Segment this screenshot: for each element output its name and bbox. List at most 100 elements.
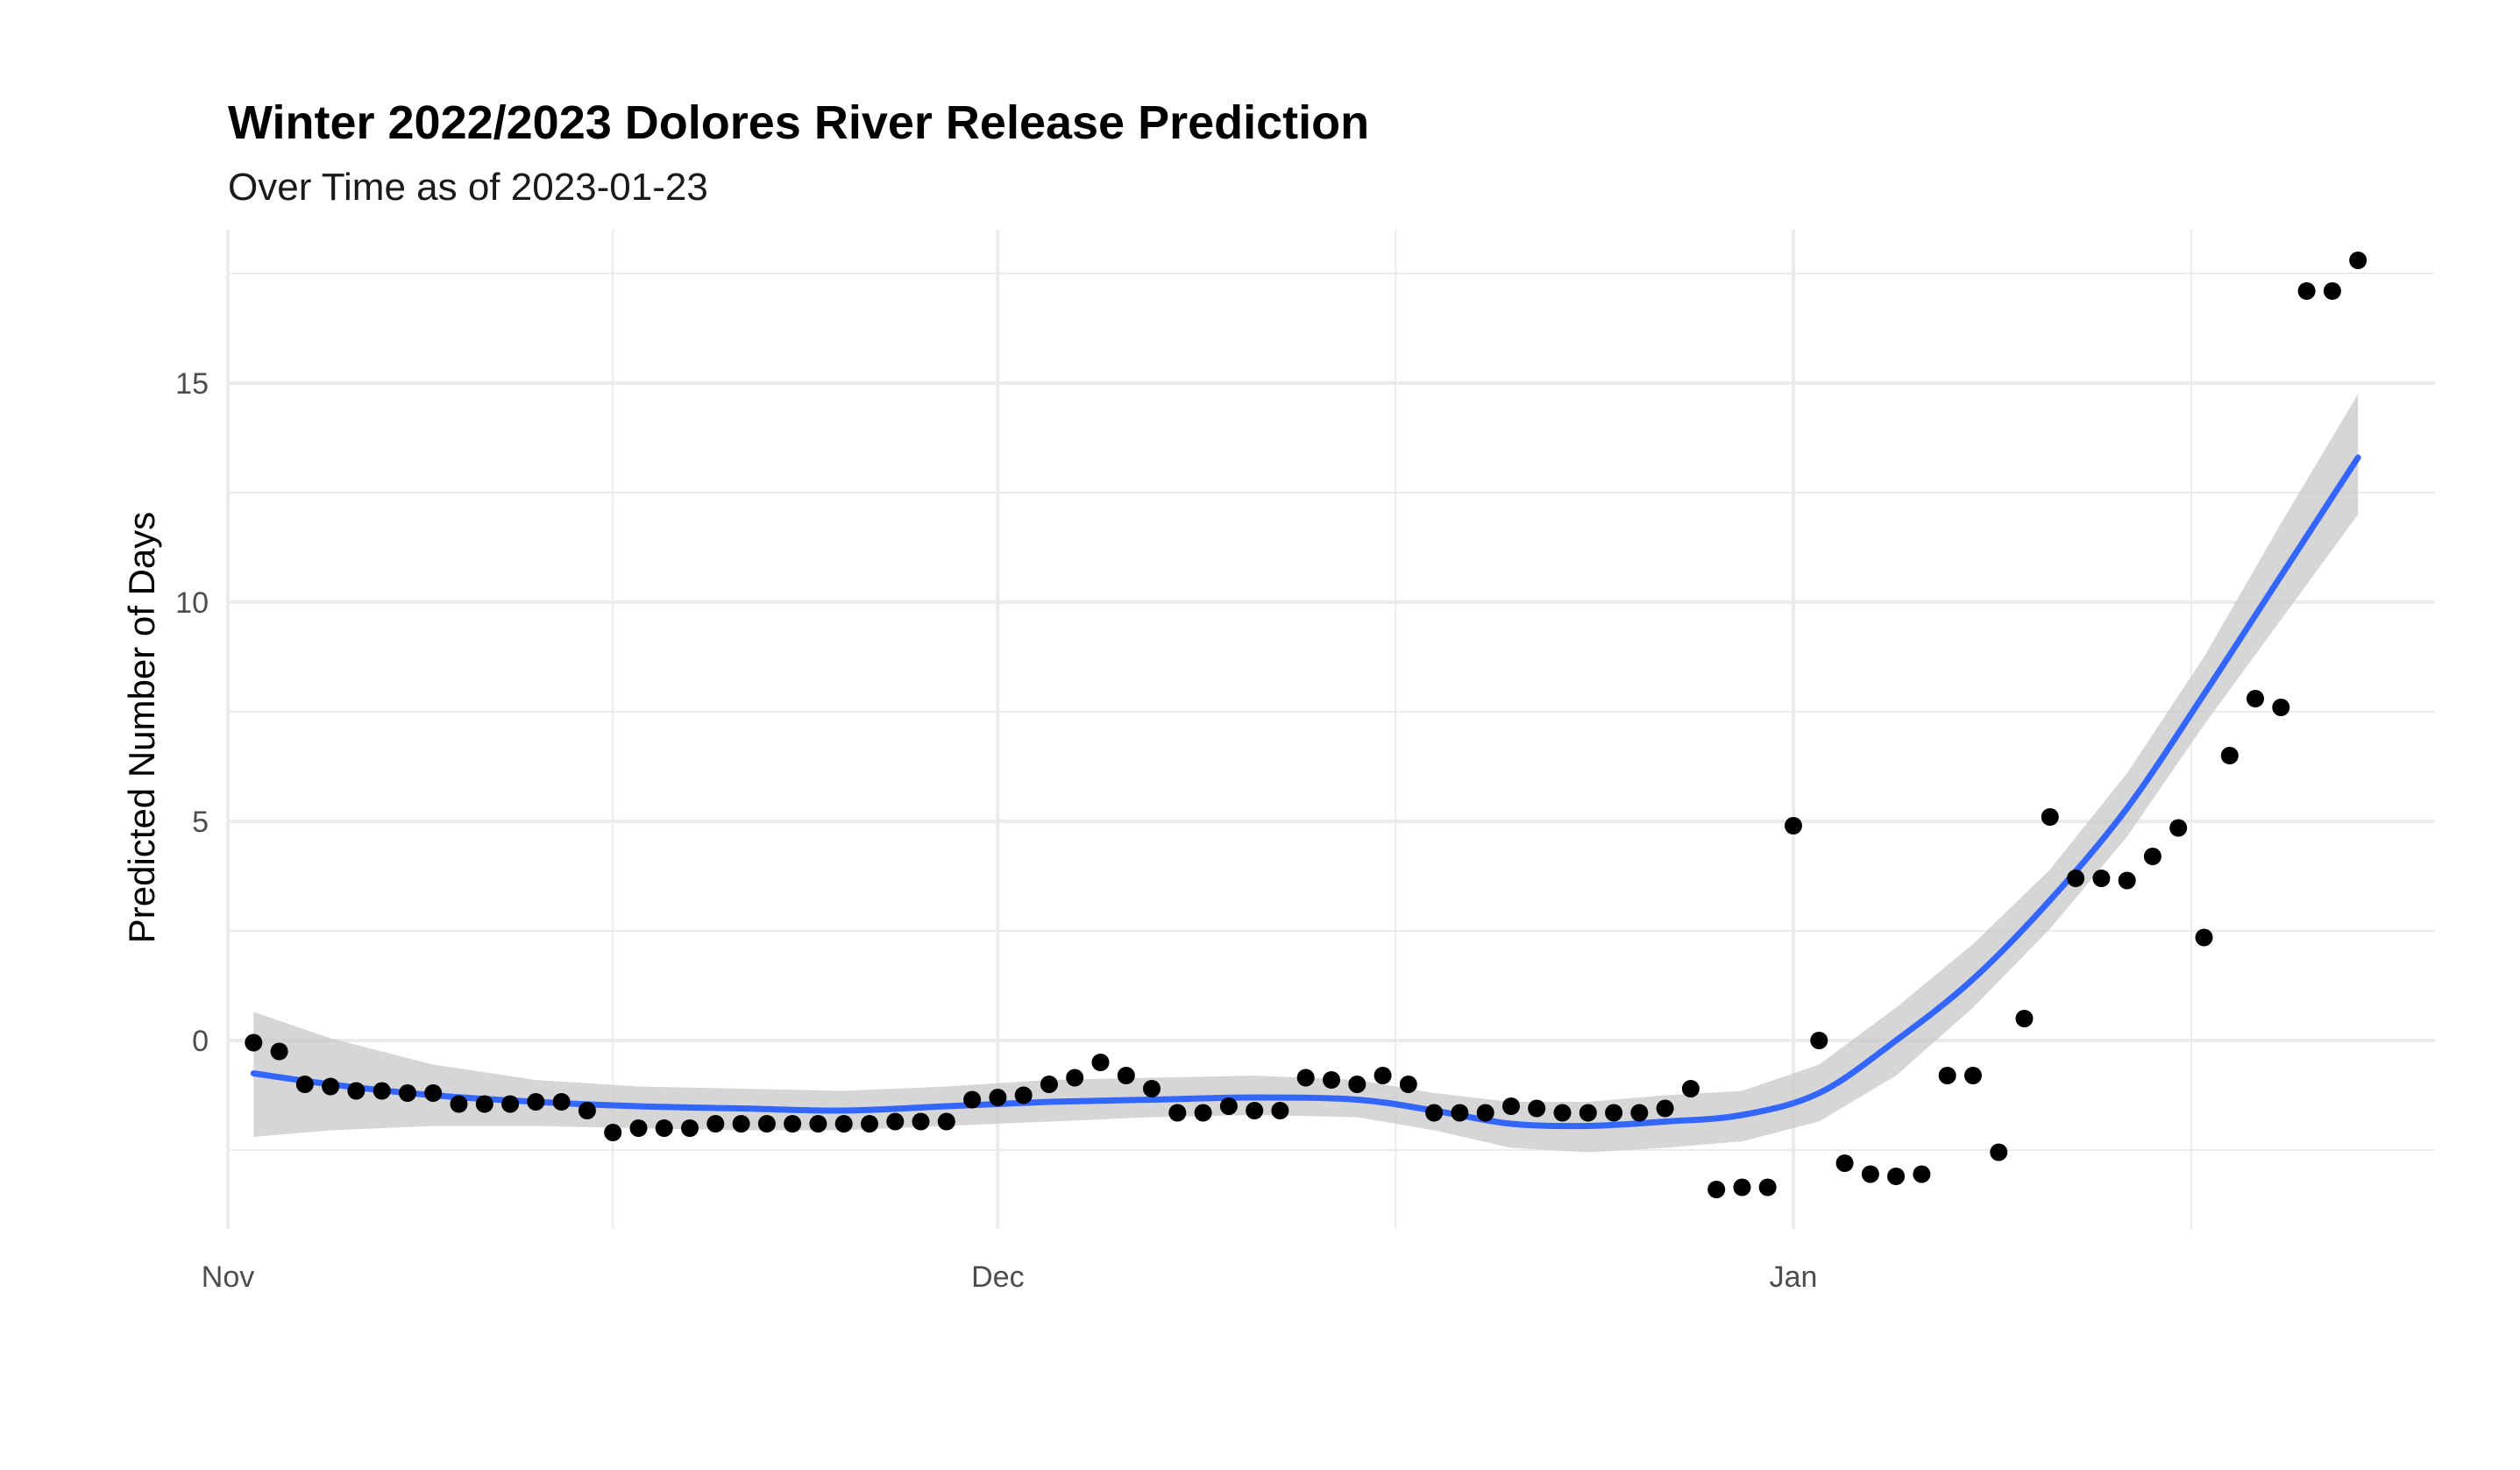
data-point <box>1605 1104 1623 1122</box>
data-point <box>2169 819 2188 837</box>
data-point <box>1810 1032 1828 1049</box>
data-point <box>1271 1102 1289 1119</box>
data-point <box>1630 1104 1649 1122</box>
data-point <box>963 1090 982 1109</box>
data-point <box>1990 1143 2008 1161</box>
data-point <box>2067 870 2085 887</box>
confidence-band-layer <box>253 394 2359 1153</box>
data-point <box>2118 871 2136 890</box>
trend-line <box>250 454 2361 1130</box>
data-point <box>1861 1165 1879 1183</box>
data-point <box>2092 870 2111 887</box>
data-point <box>1194 1104 1212 1122</box>
data-point <box>1528 1099 1546 1118</box>
data-point <box>1964 1067 1982 1084</box>
data-point <box>501 1095 520 1113</box>
data-point <box>655 1119 673 1137</box>
data-point <box>937 1112 955 1131</box>
data-point <box>552 1093 571 1111</box>
data-point <box>322 1077 340 1096</box>
data-point <box>295 1076 314 1093</box>
y-axis-label: Predicted Number of Days <box>121 512 162 944</box>
data-point <box>1219 1097 1238 1115</box>
data-point <box>2349 252 2367 269</box>
data-point <box>629 1119 648 1137</box>
data-point <box>527 1093 545 1111</box>
data-point <box>2297 282 2316 300</box>
data-point <box>1451 1104 1469 1122</box>
data-point <box>2143 848 2162 865</box>
data-point <box>912 1112 930 1131</box>
gridlines <box>226 230 2435 1229</box>
data-point <box>1785 817 1802 834</box>
data-point <box>1066 1069 1084 1087</box>
axis-ticks: 0 5 10 15 Nov Dec Jan <box>175 367 1817 1294</box>
data-point <box>1323 1071 1340 1089</box>
data-point <box>1656 1099 1674 1118</box>
data-point <box>757 1115 776 1133</box>
data-point <box>1348 1076 1366 1093</box>
data-point <box>1579 1104 1597 1122</box>
data-point <box>1707 1181 1726 1198</box>
data-point <box>886 1112 905 1131</box>
data-point <box>270 1042 288 1061</box>
y-tick-label: 0 <box>192 1025 209 1058</box>
data-point <box>1117 1067 1135 1084</box>
data-point <box>578 1102 596 1119</box>
data-point <box>1014 1086 1033 1104</box>
y-tick-label: 5 <box>192 806 209 839</box>
data-point <box>1758 1178 1777 1197</box>
data-point <box>2041 808 2059 826</box>
data-point <box>1553 1104 1572 1122</box>
data-point <box>2015 1010 2034 1027</box>
chart-title: Winter 2022/2023 Dolores River Release P… <box>228 96 1369 149</box>
data-point <box>1835 1154 1854 1172</box>
y-tick-label: 15 <box>175 367 209 401</box>
data-point <box>424 1084 443 1102</box>
y-tick-label: 10 <box>175 586 209 620</box>
data-point <box>1296 1069 1315 1087</box>
data-point <box>861 1115 878 1133</box>
data-point <box>399 1084 416 1102</box>
data-point <box>2247 690 2264 707</box>
data-point <box>834 1115 853 1133</box>
data-point <box>1399 1076 1417 1093</box>
trend-line-layer <box>250 454 2361 1130</box>
data-point <box>2220 747 2239 764</box>
data-point <box>1091 1054 1110 1071</box>
data-point <box>989 1089 1007 1106</box>
data-point <box>1374 1067 1392 1084</box>
data-point <box>1502 1097 1520 1115</box>
chart-subtitle: Over Time as of 2023-01-23 <box>228 166 708 209</box>
data-point <box>784 1115 802 1133</box>
data-point <box>1476 1104 1494 1122</box>
data-point <box>1040 1076 1058 1093</box>
data-point <box>1887 1168 1906 1185</box>
x-tick-label: Dec <box>971 1261 1024 1294</box>
data-point <box>2195 928 2213 947</box>
data-point <box>1425 1104 1444 1122</box>
data-point <box>475 1095 493 1113</box>
x-tick-label: Nov <box>202 1261 254 1294</box>
data-point <box>1681 1080 1700 1097</box>
data-point <box>2323 282 2341 300</box>
confidence-band <box>253 394 2359 1153</box>
data-point <box>1938 1067 1956 1084</box>
data-point <box>809 1115 827 1133</box>
data-point <box>1143 1080 1161 1097</box>
data-point <box>347 1082 366 1100</box>
data-point <box>706 1115 725 1133</box>
data-point <box>1913 1165 1931 1183</box>
data-point <box>604 1124 622 1141</box>
data-point <box>681 1119 699 1137</box>
x-tick-label: Jan <box>1770 1261 1818 1294</box>
data-points <box>245 252 2367 1198</box>
data-point <box>1733 1178 1751 1197</box>
data-point <box>245 1033 263 1052</box>
data-point <box>373 1082 391 1100</box>
data-point <box>1168 1104 1187 1122</box>
data-point <box>2272 699 2290 716</box>
data-point <box>732 1115 750 1133</box>
